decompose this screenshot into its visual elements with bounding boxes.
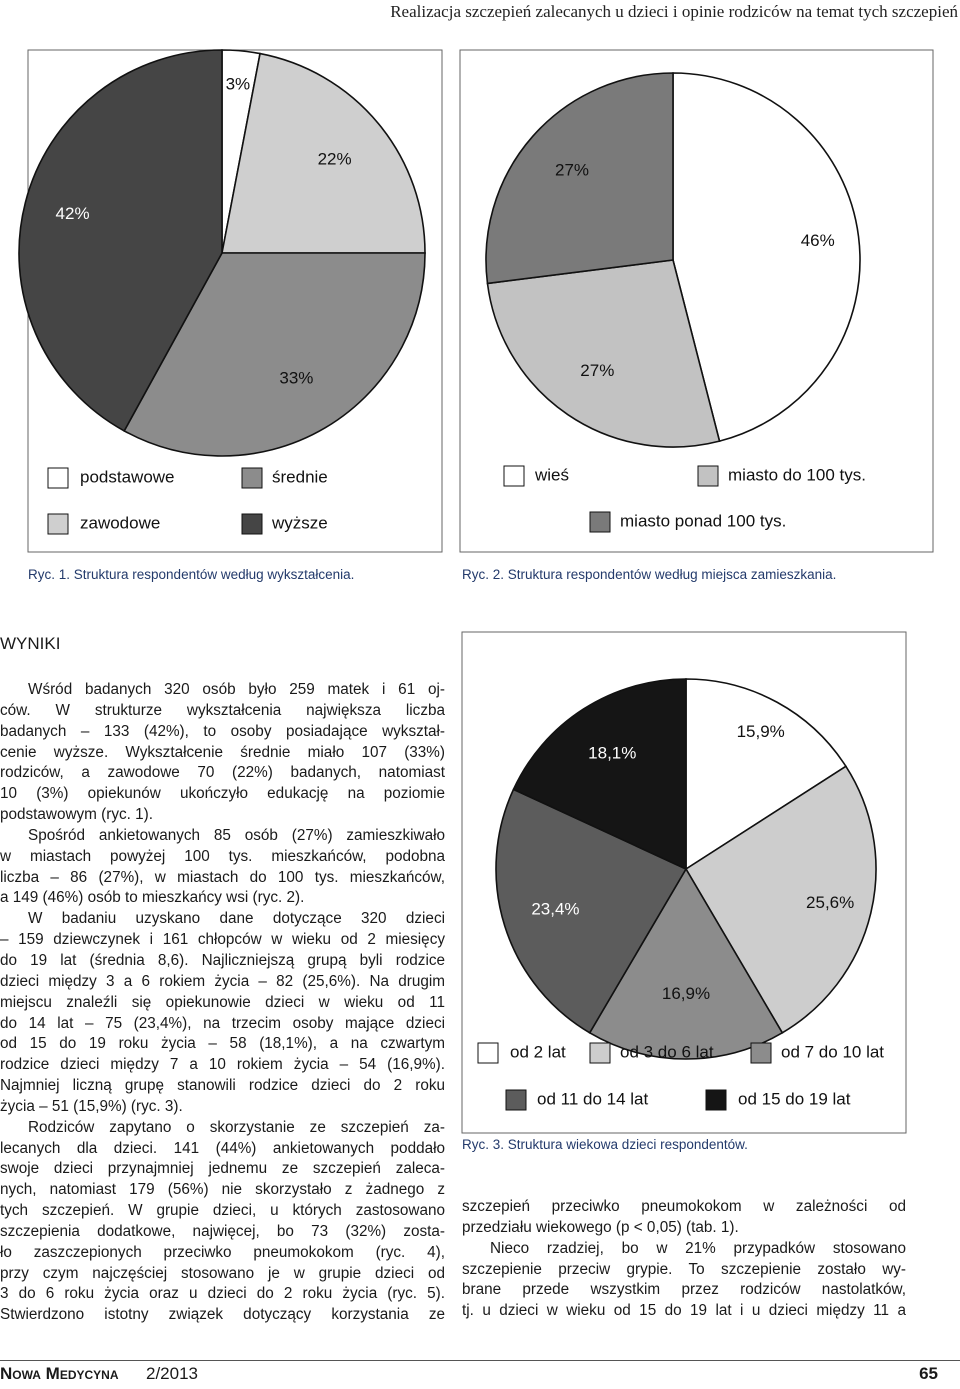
- figure-frame: [461, 631, 907, 1134]
- text-line: dzieci między 3 a 6 rokiem życia – 82 (2…: [0, 972, 445, 990]
- text-line: miejscu znaleźli się opiekunowie dzieci …: [0, 993, 445, 1011]
- running-title: Realizacja szczepień zalecanych u dzieci…: [390, 2, 958, 21]
- text-line: badanych – 133 (42%), to osoby posiadają…: [0, 722, 445, 740]
- legend-swatch: [705, 1089, 727, 1111]
- text-line: ło zaszczepionych przeciwko pneumokokom …: [0, 1243, 445, 1261]
- text-line: ców. W strukturze wykształcenia najwięks…: [0, 701, 445, 719]
- text-line: 10 (3%) opiekunów ukończyło edukację na …: [0, 785, 445, 803]
- text-line: tj. u dzieci w wieku od 15 do 19 lat i u…: [462, 1302, 906, 1320]
- text-line: Stwierdzono istotny związek dotyczący ko…: [0, 1306, 445, 1324]
- legend-label: wieś: [534, 465, 569, 484]
- text-line: swoje dzieci przynajmniej jednemu ze szc…: [0, 1160, 445, 1178]
- slice-label: 16,9%: [662, 984, 710, 1003]
- text-line: tych szczepień. W grupie dzieci, u który…: [0, 1202, 445, 1220]
- pie-slice: [684, 765, 877, 1034]
- issue: 2/2013: [146, 1364, 198, 1383]
- pie-slice: [123, 252, 426, 457]
- slice-label: 42%: [56, 204, 90, 223]
- slice-label: 46%: [801, 231, 835, 250]
- page-number: 65: [919, 1364, 938, 1383]
- legend-label: podstawowe: [80, 467, 175, 486]
- text-column: szczepień przeciwko pneumokokom w zależn…: [462, 1197, 906, 1322]
- text-line: cenie wyższe. Wykształcenie średnie miał…: [0, 743, 445, 761]
- legend-swatch: [697, 465, 719, 487]
- pie-slice: [685, 678, 847, 871]
- text-line: szczepienie przeciw grypie. To szczepien…: [462, 1260, 906, 1278]
- legend-label: miasto do 100 tys.: [728, 465, 866, 484]
- text-line: do 19 lat (średnia 8,6). Najliczniejszą …: [0, 951, 445, 969]
- text-line: Wśród badanych 320 osób było 259 matek i…: [28, 681, 445, 698]
- legend-swatch: [589, 511, 611, 533]
- slice-label: 3%: [226, 75, 251, 94]
- text-line: przy czym najczęściej stosowano je w gru…: [0, 1264, 445, 1282]
- text-column: Wśród badanych 320 osób było 259 matek i…: [0, 680, 445, 1326]
- legend-label: od 2 lat: [510, 1042, 566, 1061]
- slice-label: 27%: [580, 361, 614, 380]
- legend-swatch: [589, 1042, 611, 1064]
- text-line: podstawowym (ryc. 1).: [0, 806, 154, 824]
- slice-label: 18,1%: [588, 743, 636, 762]
- text-line: nych, natomiast 179 (56%) nie skorzystał…: [0, 1181, 445, 1199]
- text-line: 3 do 6 roku życia oraz u dzieci do 2 rok…: [0, 1285, 445, 1303]
- slice-label: 25,6%: [806, 893, 854, 912]
- text-line: Rodziców zapytano o skorzystanie ze szcz…: [28, 1118, 445, 1136]
- text-line: brane przede wszystkim przez rodziców na…: [462, 1281, 906, 1299]
- pie-slice: [18, 49, 223, 432]
- text-line: szczepień przeciwko pneumokokom w zależn…: [462, 1198, 906, 1215]
- text-line: Spośród ankietowanych 85 osób (27%) zami…: [28, 826, 445, 844]
- figure-frame: [459, 49, 934, 553]
- text-line: W badaniu uzyskano dane dotyczące 320 dz…: [28, 910, 445, 928]
- figure-caption: Ryc. 3. Struktura wiekowa dzieci respond…: [462, 1137, 748, 1152]
- text-line: w miastach powyżej 100 tys. mieszkańców,…: [0, 847, 445, 865]
- text-line: lecanych dla dzieci. 141 (44%) ankietowa…: [0, 1139, 445, 1157]
- text-line: liczba – 86 (27%), w miastach do 100 tys…: [0, 868, 445, 886]
- text-line: od 15 do 19 roku życia – 58 (18,1%), a n…: [0, 1035, 445, 1053]
- slice-label: 15,9%: [737, 722, 785, 741]
- legend-swatch: [241, 513, 263, 535]
- text-line: rodziców, a zawodowe 70 (22%) badanych, …: [0, 764, 445, 782]
- legend-label: wyższe: [271, 513, 328, 532]
- pie-slice: [672, 72, 861, 443]
- pie-slice: [512, 678, 687, 871]
- slice-label: 22%: [318, 149, 352, 168]
- legend-label: miasto ponad 100 tys.: [620, 511, 786, 530]
- legend-swatch: [503, 465, 525, 487]
- legend-label: od 11 do 14 lat: [537, 1089, 648, 1108]
- legend-swatch: [47, 513, 69, 535]
- section-heading: WYNIKI: [0, 634, 61, 653]
- text-line: szczepienia dodatkowe, najwięcej, bo 73 …: [0, 1222, 445, 1240]
- text-line: Najmniej liczną grupę stanowili rodzice …: [0, 1077, 445, 1095]
- figure-caption: Ryc. 2. Struktura respondentów według mi…: [462, 567, 837, 582]
- legend-swatch: [750, 1042, 772, 1064]
- pie-slice: [486, 259, 721, 448]
- slice-label: 23,4%: [531, 899, 579, 918]
- text-line: do 14 lat – 75 (23,4%), na trzecim osoby…: [0, 1014, 445, 1032]
- legend-label: od 3 do 6 lat: [620, 1042, 714, 1061]
- text-line: przedziału wiekowego (p < 0,05) (tab. 1)…: [462, 1218, 739, 1236]
- legend-label: zawodowe: [80, 513, 160, 532]
- legend-swatch: [477, 1042, 499, 1064]
- slice-label: 33%: [279, 368, 313, 387]
- legend-label: od 7 do 10 lat: [781, 1042, 884, 1061]
- legend-label: od 15 do 19 lat: [738, 1089, 851, 1108]
- text-line: życia – 51 (15,9%) (ryc. 3).: [0, 1097, 183, 1115]
- text-line: a 149 (46%) osób to mieszkańcy wsi (ryc.…: [0, 889, 305, 907]
- pie-slice: [221, 52, 426, 254]
- legend-label: średnie: [272, 467, 328, 486]
- text-line: Nieco rzadziej, bo w 21% przypadków stos…: [490, 1239, 906, 1257]
- legend-swatch: [47, 467, 69, 489]
- pie-slice: [485, 72, 674, 285]
- journal-name: Nowa Medycyna: [0, 1364, 119, 1383]
- legend-swatch: [505, 1089, 527, 1111]
- legend-swatch: [241, 467, 263, 489]
- pie-slice: [495, 788, 688, 1034]
- text-line: rodzice dzieci między 7 a 10 rokiem życi…: [0, 1056, 445, 1074]
- footer-rule: [0, 1360, 960, 1361]
- figure-caption: Ryc. 1. Struktura respondentów według wy…: [28, 567, 355, 582]
- slice-label: 27%: [555, 160, 589, 179]
- text-line: – 159 dziewczynek i 161 chłopców w wieku…: [0, 931, 445, 949]
- pie-slice: [588, 867, 784, 1060]
